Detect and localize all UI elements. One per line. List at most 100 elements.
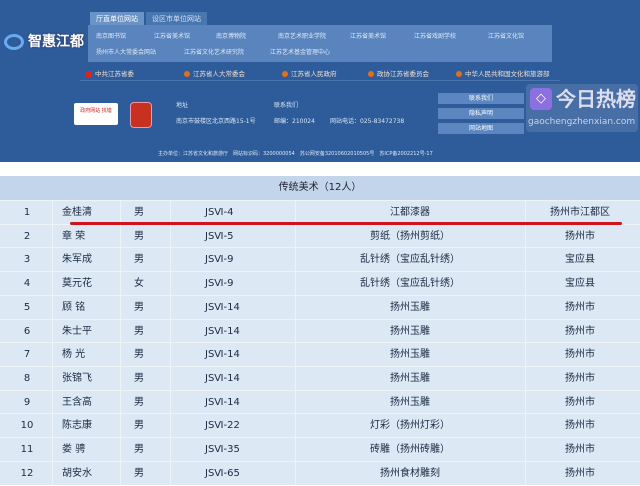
brand-logo-icon	[4, 34, 24, 50]
link[interactable]: 江苏省戏剧学校	[414, 33, 457, 40]
row-number: 10	[20, 420, 34, 432]
phone: 网站电话：025-83472738	[330, 118, 405, 125]
emblem-icon	[282, 71, 288, 77]
site-footer-header: 厅直单位网站 设区市单位网站 南京图书馆 江苏省美术馆 南京博物院 南京艺术职业…	[0, 0, 640, 162]
gov-link[interactable]: 江苏省人大常委会	[184, 68, 245, 78]
item: 扬州玉雕	[390, 325, 430, 337]
emblem-icon	[456, 71, 462, 77]
name: 张锦飞	[62, 372, 92, 384]
emblem-icon	[184, 71, 190, 77]
gov-link[interactable]: 政协江苏省委员会	[368, 68, 429, 78]
emblem-icon	[86, 71, 92, 77]
code: JSⅥ-14	[205, 325, 240, 337]
gender: 男	[134, 420, 144, 432]
name: 胡安水	[62, 467, 92, 479]
gov-link[interactable]: 中华人民共和国文化和旅游部	[456, 68, 550, 78]
code: JSⅥ-14	[205, 349, 240, 361]
address: 南京市鼓楼区北京西路15-1号	[176, 118, 256, 125]
location: 宝应县	[565, 278, 595, 290]
name: 金桂清	[62, 207, 92, 218]
link[interactable]: 江苏省文化艺术研究院	[184, 49, 245, 56]
code: JSⅥ-14	[205, 301, 240, 313]
table-row: 11 娄 骋 男 JSⅥ-35 砖雕（扬州砖雕） 扬州市	[0, 437, 640, 461]
link[interactable]: 江苏省文化馆	[488, 33, 525, 40]
table-row: 2 章 荣 男 JSⅥ-5 剪纸（扬州剪纸） 扬州市	[0, 223, 640, 248]
privacy-button[interactable]: 隐私声明	[438, 108, 524, 119]
tab-department-sites[interactable]: 厅直单位网站	[90, 12, 144, 26]
code: JSⅥ-9	[205, 278, 234, 290]
link[interactable]: 江苏艺术基金管理中心	[270, 49, 331, 56]
location: 宝应县	[565, 254, 595, 266]
gender: 男	[134, 372, 144, 384]
row-number: 8	[23, 372, 31, 384]
table-row: 3 朱军成 男 JSⅥ-9 乱针绣（宝应乱针绣） 宝应县	[0, 247, 640, 271]
code: JSⅥ-65	[205, 467, 240, 479]
table-row: 9 王含高 男 JSⅥ-14 扬州玉雕 扬州市	[0, 389, 640, 414]
gender: 男	[134, 301, 144, 313]
link[interactable]: 江苏省美术馆	[350, 33, 387, 40]
row-number: 5	[23, 301, 31, 313]
row-number: 1	[23, 207, 31, 218]
link[interactable]: 南京图书馆	[96, 33, 127, 40]
name: 朱士平	[62, 325, 92, 337]
item: 剪纸（扬州剪纸）	[370, 230, 450, 242]
contact-label: 联系我们	[274, 102, 299, 109]
table-row: 10 陈志康 男 JSⅥ-22 灯彩（扬州灯彩） 扬州市	[0, 413, 640, 437]
row-number: 2	[23, 230, 31, 242]
table-row: 8 张锦飞 男 JSⅥ-14 扬州玉雕 扬州市	[0, 365, 640, 390]
sitemap-button[interactable]: 网站地图	[438, 123, 524, 134]
row-number: 3	[23, 254, 31, 266]
link[interactable]: 南京艺术职业学院	[278, 33, 327, 40]
item: 扬州玉雕	[390, 301, 430, 313]
name: 杨 光	[62, 349, 86, 361]
emblem-icon	[368, 71, 374, 77]
brand-watermark: 智惠江都	[28, 34, 84, 50]
code: JSⅥ-4	[205, 207, 234, 218]
link[interactable]: 南京博物院	[216, 33, 247, 40]
address-label: 地址	[176, 102, 189, 109]
item: 砖雕（扬州砖雕）	[370, 444, 450, 455]
location: 扬州市	[565, 230, 595, 242]
item: 扬州食材雕刻	[380, 467, 440, 479]
location: 扬州市	[565, 444, 595, 455]
row-number: 4	[23, 278, 31, 290]
gender: 男	[134, 396, 144, 408]
gender: 女	[134, 278, 144, 290]
highlight-underline	[70, 222, 622, 225]
location: 扬州市	[565, 372, 595, 384]
table-row: 12 胡安水 男 JSⅥ-65 扬州食材雕刻 扬州市	[0, 460, 640, 485]
gov-link[interactable]: 中共江苏省委	[86, 68, 134, 78]
contact-button[interactable]: 联系我们	[438, 93, 524, 104]
item: 乱针绣（宝应乱针绣）	[360, 278, 460, 290]
watermark-url: gaochengzhenxian.com	[528, 117, 636, 127]
item: 扬州玉雕	[390, 349, 430, 361]
location: 扬州市	[565, 396, 595, 408]
gov-link[interactable]: 江苏省人民政府	[282, 68, 337, 78]
table-title: 传统美术（12人）	[0, 176, 640, 200]
item: 灯彩（扬州灯彩）	[370, 420, 450, 432]
table-row: 7 杨 光 男 JSⅥ-14 扬州玉雕 扬州市	[0, 342, 640, 366]
link[interactable]: 江苏省美术馆	[154, 33, 191, 40]
row-number: 12	[20, 467, 34, 479]
tab-city-sites[interactable]: 设区市单位网站	[146, 12, 207, 26]
watermark-text: 今日热榜	[556, 87, 636, 111]
party-logo	[130, 102, 152, 128]
gov-site-error-logo[interactable]: 政府网站 找错	[74, 103, 118, 125]
location: 扬州市江都区	[550, 207, 610, 218]
row-number: 6	[23, 325, 31, 337]
watermark-logo-icon: ◇	[530, 88, 552, 110]
item: 扬州玉雕	[390, 372, 430, 384]
footer-text: 主办单位：江苏省文化和旅游厅 网站标识码：3200000054 苏公网安备320…	[158, 151, 433, 157]
link[interactable]: 扬州市人大常委会网站	[96, 49, 157, 56]
location: 扬州市	[565, 467, 595, 479]
postcode: 邮编：210024	[274, 118, 315, 125]
table-row: 4 莫元花 女 JSⅥ-9 乱针绣（宝应乱针绣） 宝应县	[0, 271, 640, 295]
item: 江都漆器	[390, 207, 430, 218]
name: 朱军成	[62, 254, 92, 266]
gender: 男	[134, 254, 144, 266]
item: 乱针绣（宝应乱针绣）	[360, 254, 460, 266]
location: 扬州市	[565, 301, 595, 313]
links-panel: 南京图书馆 江苏省美术馆 南京博物院 南京艺术职业学院 江苏省美术馆 江苏省戏剧…	[88, 25, 552, 62]
name: 陈志康	[62, 420, 92, 432]
code: JSⅥ-35	[205, 444, 240, 455]
